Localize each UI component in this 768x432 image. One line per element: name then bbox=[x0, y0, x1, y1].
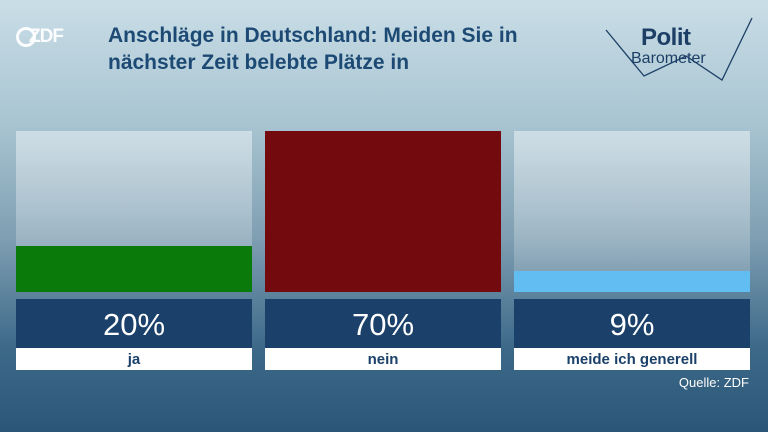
zdf-logo: ZDF bbox=[16, 24, 78, 50]
value-box bbox=[514, 299, 750, 348]
category-label: meide ich generell bbox=[567, 351, 698, 368]
politbarometer-logo: Polit Barometer bbox=[604, 14, 754, 84]
bar-track bbox=[514, 131, 750, 292]
category-label: ja bbox=[127, 351, 141, 368]
zdf-logo-text: ZDF bbox=[29, 26, 64, 47]
category-box bbox=[16, 348, 252, 370]
brand-line2: Barometer bbox=[631, 50, 706, 67]
bar-3 bbox=[514, 271, 750, 292]
politbarometer-wave-icon bbox=[605, 17, 753, 81]
value-label: 70% bbox=[352, 307, 414, 342]
category-box bbox=[265, 348, 501, 370]
value-box bbox=[16, 299, 252, 348]
chart-title: Anschläge in Deutschland: Meiden Sie in … bbox=[108, 24, 518, 74]
bar-2 bbox=[265, 131, 501, 292]
source-note: Quelle: ZDF bbox=[678, 375, 749, 390]
bar-1 bbox=[16, 246, 252, 292]
brand-line1: Polit bbox=[641, 24, 691, 51]
value-label: 9% bbox=[610, 307, 655, 342]
category-box bbox=[514, 348, 750, 370]
value-box bbox=[265, 299, 501, 348]
category-label: nein bbox=[368, 351, 399, 368]
zdf-logo-ring-icon bbox=[16, 27, 36, 47]
value-label: 20% bbox=[103, 307, 165, 342]
